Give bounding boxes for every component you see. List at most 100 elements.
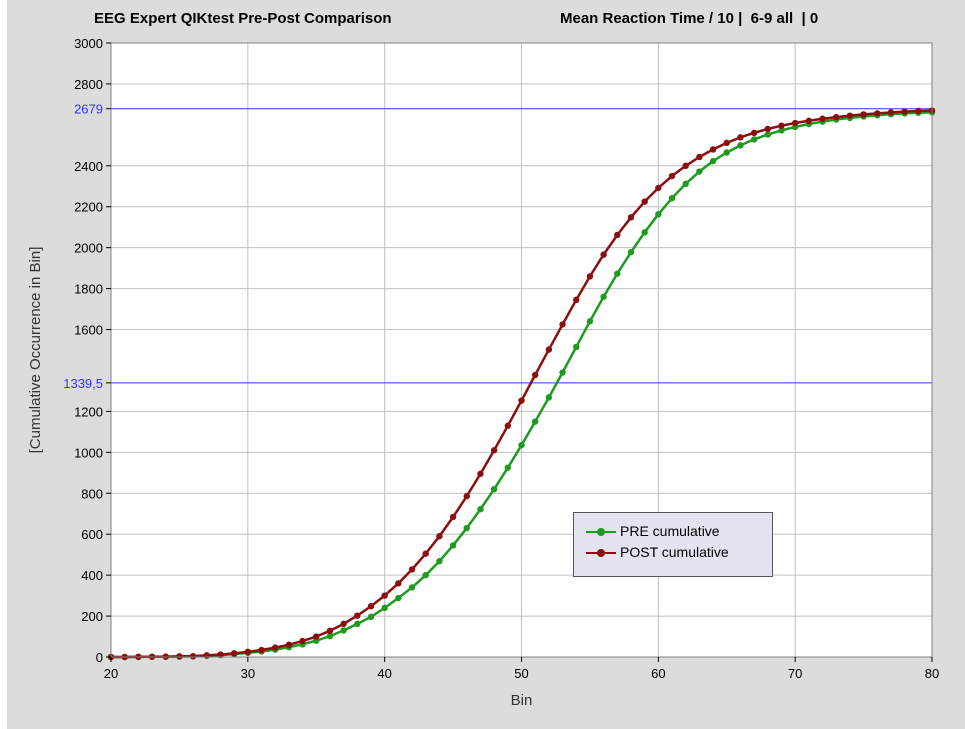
data-point-post xyxy=(737,134,744,141)
y-tick-label-2200: 2200 xyxy=(74,200,103,215)
data-point-post xyxy=(272,644,279,651)
data-point-post xyxy=(395,580,402,587)
data-point-pre xyxy=(600,293,607,300)
legend-item-post: POST cumulative xyxy=(574,542,772,563)
data-point-pre xyxy=(490,485,498,493)
data-point-pre xyxy=(627,248,635,256)
data-point-pre xyxy=(340,627,347,634)
legend-swatch-pre xyxy=(586,528,616,536)
data-point-post xyxy=(641,198,648,205)
legend-label-pre: PRE cumulative xyxy=(620,523,720,539)
y-tick-label-2400: 2400 xyxy=(74,159,103,174)
data-point-post xyxy=(436,533,443,540)
data-point-pre xyxy=(367,613,375,621)
data-point-pre xyxy=(531,418,539,425)
y-tick-label-400: 400 xyxy=(81,568,103,583)
data-point-post xyxy=(230,650,238,657)
data-point-post xyxy=(833,113,840,121)
chart-subtitle: Mean Reaction Time / 10 | 6-9 all | 0 xyxy=(560,10,819,27)
data-point-pre xyxy=(614,270,621,277)
data-point-pre xyxy=(463,524,470,532)
data-point-pre xyxy=(436,558,443,565)
data-point-post xyxy=(860,111,867,118)
y-tick-label-3000: 3000 xyxy=(74,36,103,51)
data-point-post xyxy=(682,162,689,169)
x-tick-label-40: 40 xyxy=(377,666,391,681)
data-point-post xyxy=(874,110,881,117)
data-point-post xyxy=(258,646,265,654)
y-tick-label-200: 200 xyxy=(81,609,103,624)
data-point-pre xyxy=(655,211,662,218)
data-point-pre xyxy=(696,168,703,175)
y-tick-label-1200: 1200 xyxy=(74,404,103,419)
data-point-pre xyxy=(449,542,457,549)
data-point-post xyxy=(805,117,813,124)
data-point-post xyxy=(614,231,621,239)
data-point-post xyxy=(203,652,210,659)
data-point-pre xyxy=(682,180,689,188)
data-point-post xyxy=(586,273,594,280)
data-point-post xyxy=(285,641,293,648)
data-point-post xyxy=(887,109,895,116)
data-point-post xyxy=(477,470,484,478)
data-point-post xyxy=(313,633,320,640)
y-tick-label-2800: 2800 xyxy=(74,77,103,92)
y-tick-label-800: 800 xyxy=(81,486,103,501)
data-point-pre xyxy=(422,571,429,579)
data-point-post xyxy=(764,125,771,133)
data-point-post xyxy=(846,112,854,119)
data-point-pre xyxy=(668,194,676,202)
y-tick-label-600: 600 xyxy=(81,527,103,542)
data-point-post xyxy=(709,146,717,153)
data-point-pre xyxy=(723,149,730,156)
chart-title: EEG Expert QIKtest Pre-Post Comparison xyxy=(94,10,392,27)
data-point-pre xyxy=(518,441,525,449)
data-point-pre xyxy=(395,594,402,602)
legend-item-pre: PRE cumulative xyxy=(574,521,772,542)
reference-label-0: 2679 xyxy=(74,102,103,117)
data-point-post xyxy=(901,108,908,115)
data-point-post xyxy=(518,397,525,404)
data-point-post xyxy=(326,627,334,635)
data-point-post xyxy=(354,612,361,619)
data-point-post xyxy=(408,566,416,573)
data-point-post xyxy=(791,119,799,127)
data-point-post xyxy=(600,251,607,258)
data-point-pre xyxy=(559,369,566,376)
data-point-post xyxy=(559,321,566,328)
data-point-post xyxy=(244,648,252,656)
data-point-pre xyxy=(586,318,594,325)
data-point-pre xyxy=(709,157,717,165)
data-point-post xyxy=(627,214,635,221)
data-point-post xyxy=(381,592,388,599)
data-point-post xyxy=(422,550,429,557)
x-tick-label-80: 80 xyxy=(925,666,939,681)
data-point-pre xyxy=(354,620,361,628)
x-axis-title: Bin xyxy=(511,692,533,709)
data-point-post xyxy=(531,371,539,379)
data-point-post xyxy=(367,603,375,610)
grid-lines xyxy=(111,43,932,657)
data-point-pre xyxy=(764,131,771,138)
data-point-pre xyxy=(381,604,388,612)
y-tick-label-2000: 2000 xyxy=(74,241,103,256)
x-tick-label-30: 30 xyxy=(241,666,255,681)
data-point-post xyxy=(449,513,457,521)
data-point-post xyxy=(176,653,183,660)
y-tick-label-0: 0 xyxy=(96,650,103,665)
data-point-pre xyxy=(573,343,580,351)
data-point-pre xyxy=(545,394,553,401)
data-point-post xyxy=(915,107,922,115)
data-point-post xyxy=(299,637,306,645)
x-tick-label-20: 20 xyxy=(104,666,118,681)
data-point-post xyxy=(490,447,498,454)
y-tick-label-1600: 1600 xyxy=(74,323,103,338)
data-point-pre xyxy=(750,136,758,143)
y-axis-title: [Cumulative Occurrence in Bin] xyxy=(27,247,44,454)
data-point-pre xyxy=(641,229,648,236)
data-point-post xyxy=(340,620,347,628)
data-point-pre xyxy=(504,464,512,471)
data-point-post xyxy=(778,122,785,129)
data-point-pre xyxy=(408,584,416,591)
